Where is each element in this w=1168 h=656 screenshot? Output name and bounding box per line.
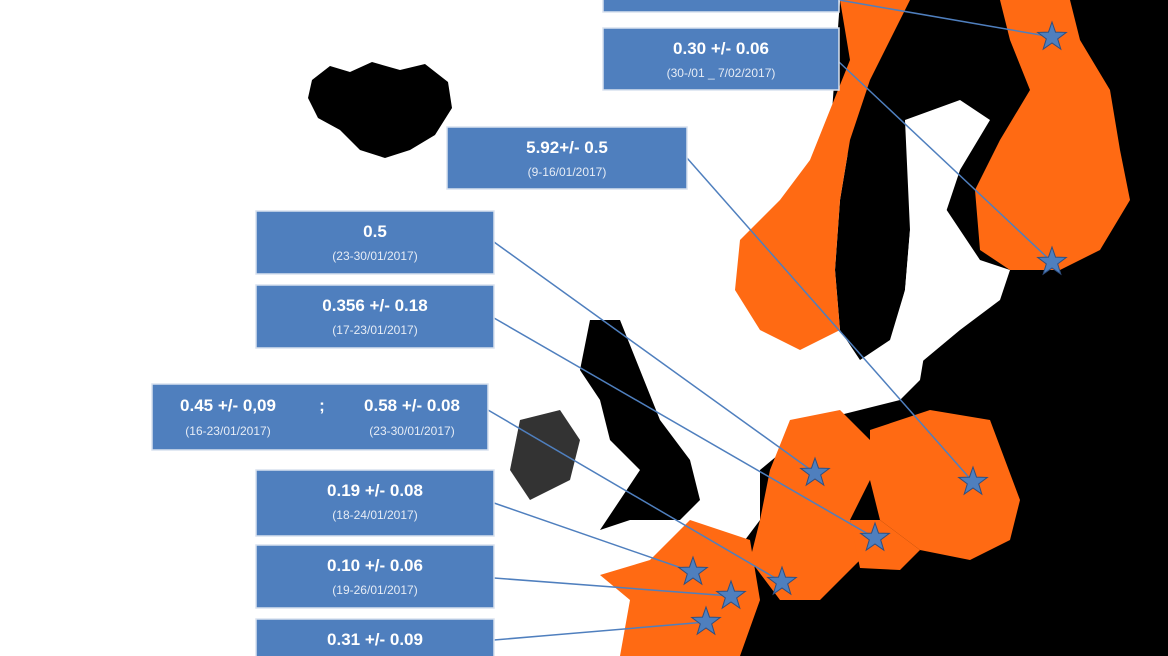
connector (493, 317, 876, 539)
great-britain (580, 320, 700, 530)
measurement-value: 0.58 +/- 0.08 (364, 396, 460, 415)
connector (493, 621, 707, 641)
baltic-sea (810, 100, 1000, 420)
measurement-date: (19-26/01/2017) (332, 583, 417, 597)
measurement-value: 0.356 +/- 0.18 (322, 296, 427, 315)
star (766, 565, 798, 596)
label-box (602, 27, 840, 91)
stars (677, 20, 1068, 636)
germany (750, 410, 870, 600)
connector (493, 241, 816, 474)
label-box (255, 618, 495, 656)
connector (493, 577, 732, 597)
star (957, 465, 989, 496)
measurement-date: (30-/01 _ 7/02/2017) (667, 66, 776, 80)
connector (686, 157, 974, 483)
connector (493, 502, 694, 573)
separator: ; (319, 396, 325, 415)
star (799, 456, 831, 487)
label-box (446, 126, 688, 190)
iceland (308, 62, 452, 158)
czechia (850, 520, 920, 570)
measurement-date: (16-23/01/2017) (185, 424, 270, 438)
france (600, 520, 760, 656)
finland (975, 0, 1130, 270)
label-boxes: 0.30 +/- 0.06 (30-/01 _ 7/02/2017) 5.92+/-… (151, 0, 840, 656)
label-box (151, 383, 489, 451)
ireland (510, 410, 580, 500)
poland (870, 410, 1020, 560)
label-box (255, 284, 495, 349)
measurement-value: 0.30 +/- 0.06 (673, 39, 769, 58)
connectors (487, 0, 1053, 641)
connector (838, 0, 1053, 38)
measurement-date: (23-30/01/2017) (369, 424, 454, 438)
label-box (602, 0, 840, 13)
label-box (255, 469, 495, 537)
label-box (255, 544, 495, 609)
measurement-date: (18-24/01/2017) (332, 508, 417, 522)
measurement-value: 0.5 (363, 222, 387, 241)
measurement-date: (23-30/01/2017) (332, 249, 417, 263)
measurement-date: (9-16/01/2017) (528, 165, 607, 179)
measurement-value: 0.31 +/- 0.09 (327, 630, 423, 649)
star (1036, 20, 1068, 51)
star (859, 521, 891, 552)
measurement-value: 0.10 +/- 0.06 (327, 556, 423, 575)
star (1036, 245, 1068, 276)
measurement-value: 0.45 +/- 0,09 (180, 396, 276, 415)
measurement-value: 0.19 +/- 0.08 (327, 481, 423, 500)
label-box (255, 210, 495, 275)
connector (487, 409, 783, 583)
star (690, 605, 722, 636)
measurement-value: 5.92+/- 0.5 (526, 138, 608, 157)
connector (838, 61, 1053, 263)
star (715, 579, 747, 610)
star (677, 555, 709, 586)
measurement-date: (17-23/01/2017) (332, 323, 417, 337)
